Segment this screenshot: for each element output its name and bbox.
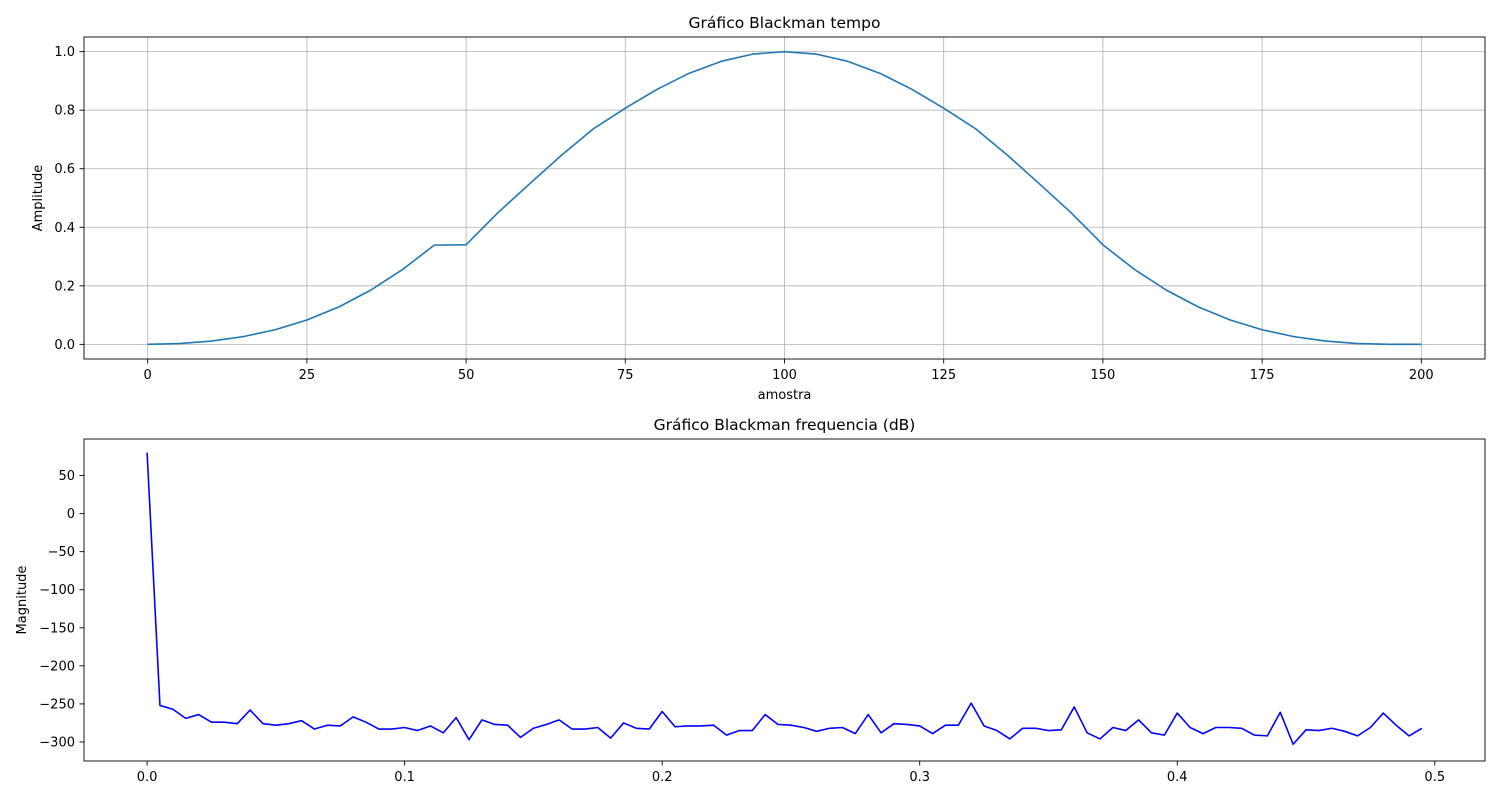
x-tick-label: 0.5	[1424, 770, 1445, 785]
y-tick-label: −200	[39, 659, 75, 674]
chart-title: Gráfico Blackman tempo	[689, 14, 881, 32]
series-line	[146, 452, 1423, 746]
x-tick-label: 150	[1090, 368, 1115, 383]
x-tick-label: 0	[144, 368, 152, 383]
x-tick-label: 200	[1409, 368, 1434, 383]
y-tick-label: 0	[67, 507, 75, 522]
y-tick-label: 0.6	[54, 162, 75, 177]
chart-title: Gráfico Blackman frequencia (dB)	[654, 416, 916, 434]
y-tick-label: −150	[39, 621, 75, 636]
y-tick-label: 0.0	[54, 338, 75, 353]
y-tick-label: 0.2	[54, 279, 75, 294]
y-tick-label: 50	[58, 469, 75, 484]
x-tick-label: 0.0	[137, 770, 158, 785]
y-axis-label: Magnitude	[15, 566, 30, 635]
x-tick-label: 100	[772, 368, 797, 383]
x-tick-label: 75	[617, 368, 634, 383]
subplot-2: 0.0 0.1 0.2 0.3 0.4 0.5 50 0 −50 −100 −150 −200 −250…	[15, 416, 1486, 785]
y-tick-label: 0.4	[54, 221, 75, 236]
y-tick-label: −100	[39, 583, 75, 598]
x-tick-label: 0.1	[394, 770, 415, 785]
x-tick-label: 125	[931, 368, 956, 383]
series-line	[147, 50, 1422, 346]
x-tick-label: 50	[458, 368, 475, 383]
x-tick-label: 175	[1250, 368, 1275, 383]
axes-frame	[83, 438, 1486, 762]
x-tick-label: 0.2	[652, 770, 673, 785]
y-axis-label: Amplitude	[31, 165, 46, 232]
x-tick-label: 25	[299, 368, 316, 383]
y-tick-label: 1.0	[54, 45, 75, 60]
x-tick-label: 0.3	[909, 770, 930, 785]
x-axis-label: amostra	[758, 388, 812, 403]
x-tick-label: 0.4	[1167, 770, 1188, 785]
y-tick-label: −50	[48, 545, 75, 560]
y-tick-label: 0.8	[54, 104, 75, 119]
y-tick-label: −300	[39, 735, 75, 750]
subplot-1: 0 25 50 75 100 125 150 175 200 0.0 0.2 0.4 0.6 0.8 1.0…	[31, 14, 1486, 403]
y-tick-label: −250	[39, 697, 75, 712]
